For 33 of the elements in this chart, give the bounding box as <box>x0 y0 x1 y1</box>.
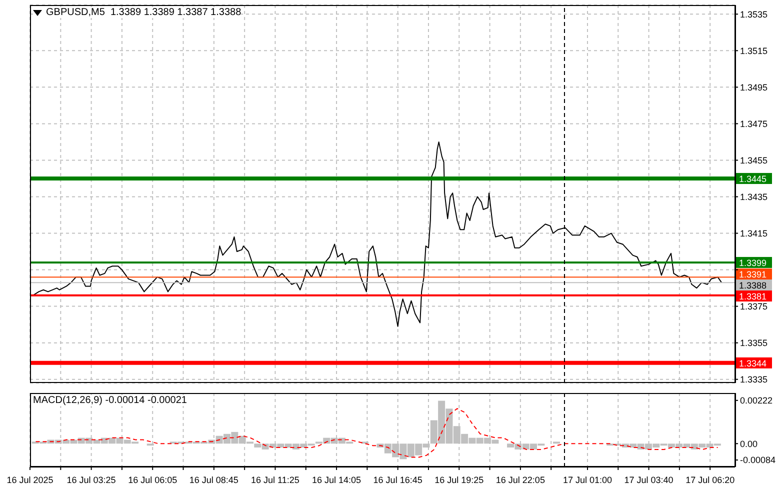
y-tick-label: 1.3335 <box>740 374 768 385</box>
y-tick-label: -0.00084 <box>740 455 776 466</box>
y-tick-label: 0.00 <box>740 438 758 449</box>
x-tick-label: 16 Jul 2025 <box>6 475 54 485</box>
ref-line-label: 1.3445 <box>739 174 767 184</box>
y-tick-label: 1.3455 <box>740 155 768 166</box>
x-tick-label: 16 Jul 16:45 <box>373 475 422 485</box>
chart-title: GBPUSD,M5 1.3389 1.3389 1.3387 1.3388 <box>46 7 242 18</box>
y-tick-label: 1.3535 <box>740 9 768 20</box>
x-tick-label: 16 Jul 14:05 <box>312 475 362 485</box>
ref-line-label: 1.3399 <box>739 258 767 268</box>
x-tick-label: 17 Jul 06:20 <box>686 475 735 485</box>
y-tick-label: 0.00222 <box>740 396 773 406</box>
ref-line-label: 1.3388 <box>739 280 767 290</box>
ref-line-label: 1.3391 <box>739 270 767 280</box>
x-tick-label: 16 Jul 03:25 <box>66 475 116 485</box>
x-tick-label: 16 Jul 08:45 <box>189 475 238 485</box>
y-tick-label: 1.3495 <box>740 82 768 92</box>
y-tick-label: 1.3435 <box>740 192 768 202</box>
x-tick-label: 16 Jul 19:25 <box>434 475 484 485</box>
chart-title: MACD(12,26,9) -0.00014 -0.00021 <box>33 395 187 406</box>
x-tick-label: 17 Jul 03:40 <box>624 475 674 485</box>
y-tick-label: 1.3475 <box>740 118 768 129</box>
y-tick-label: 1.3355 <box>740 338 768 348</box>
x-tick-label: 16 Jul 11:25 <box>251 475 300 485</box>
x-tick-label: 17 Jul 01:00 <box>562 475 612 485</box>
ref-line-label: 1.3344 <box>739 358 767 368</box>
ref-line-label: 1.3381 <box>739 292 767 302</box>
y-tick-label: 1.3515 <box>740 46 768 56</box>
y-tick-label: 1.3375 <box>740 302 768 312</box>
x-tick-label: 16 Jul 06:05 <box>128 475 178 485</box>
x-tick-label: 16 Jul 22:05 <box>496 475 545 485</box>
y-tick-label: 1.3415 <box>740 228 768 238</box>
